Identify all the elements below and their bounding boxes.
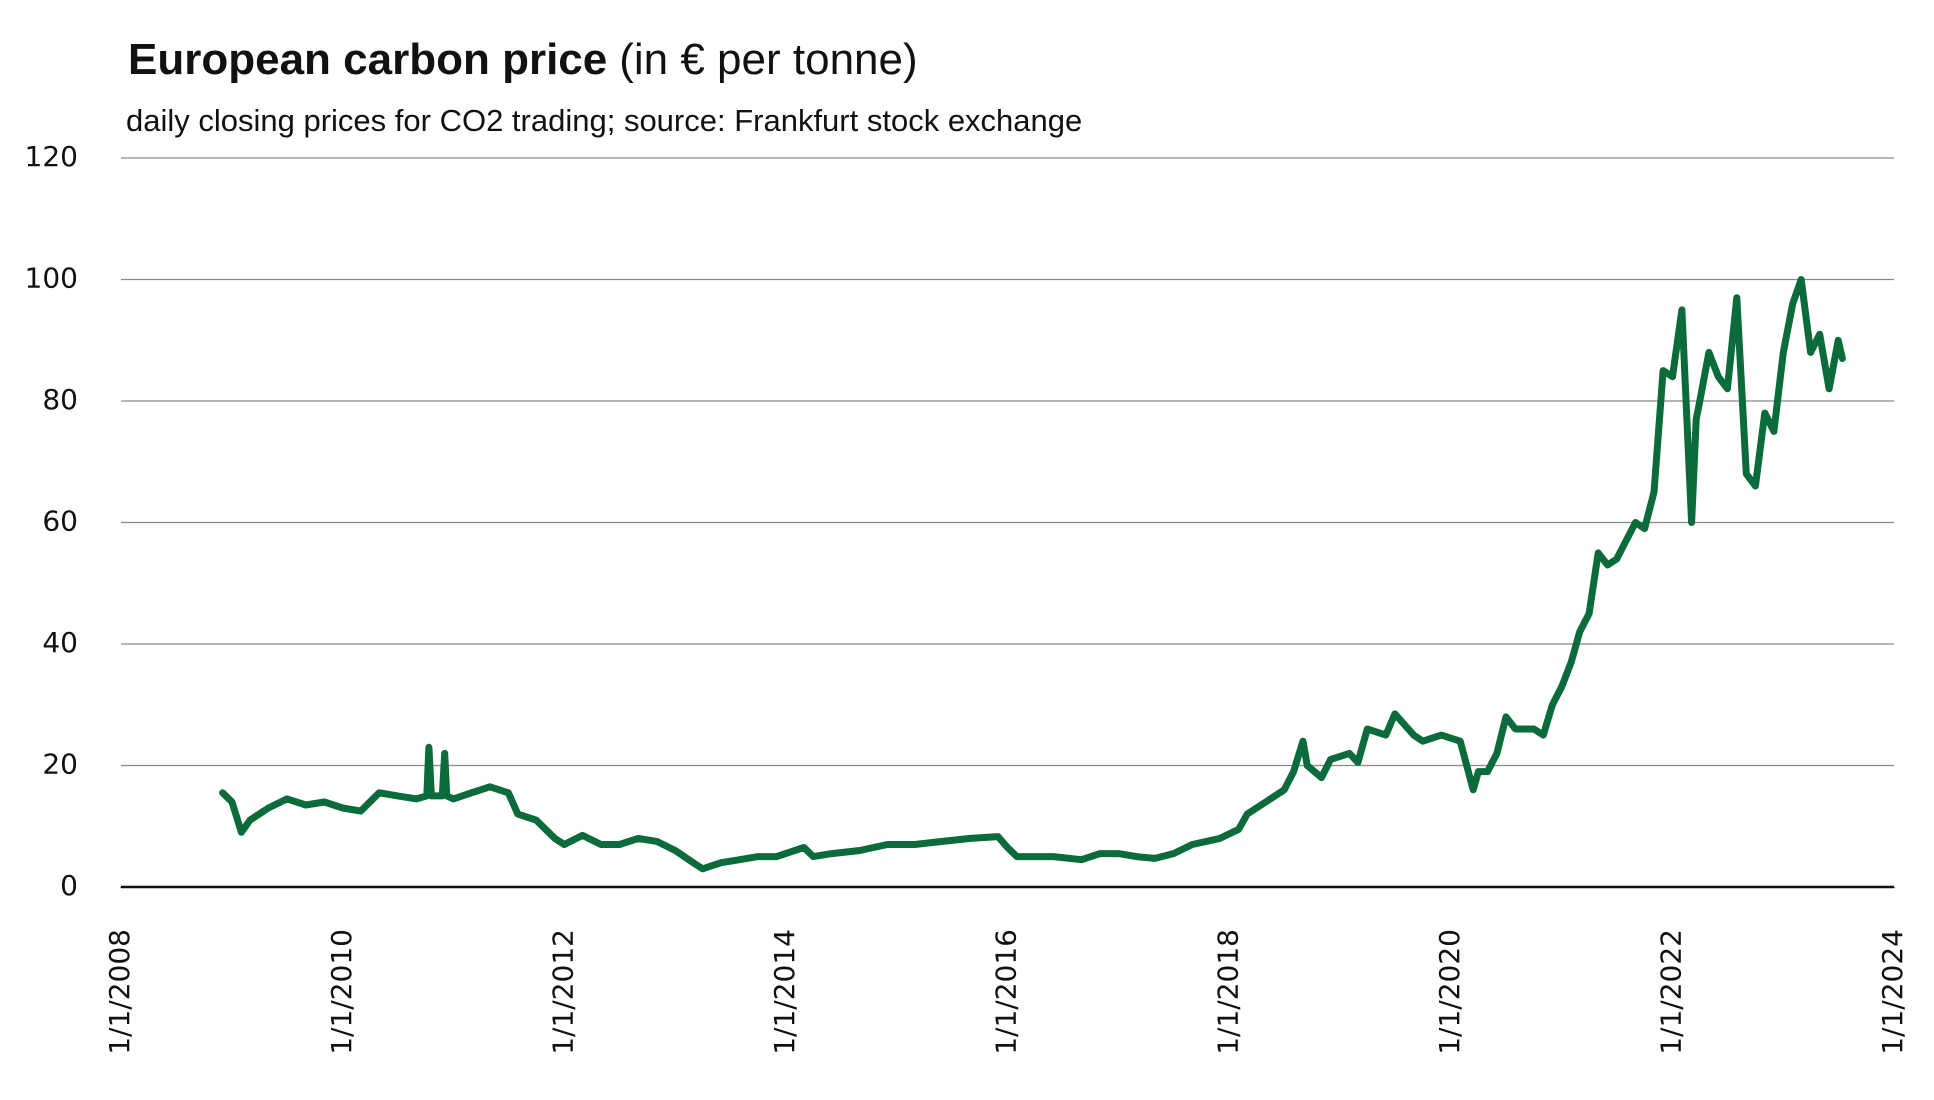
x-tick-label: 1/1/2020 [1433, 929, 1466, 1055]
x-tick-label: 1/1/2008 [103, 929, 136, 1055]
y-tick-label: 60 [42, 505, 78, 538]
chart-subtitle: daily closing prices for CO2 trading; so… [126, 103, 1082, 138]
price-line [219, 276, 1846, 873]
x-tick-label: 1/1/2022 [1655, 929, 1688, 1055]
y-tick-label: 0 [60, 869, 78, 902]
x-tick-label: 1/1/2024 [1876, 929, 1909, 1055]
x-tick-label: 1/1/2018 [1211, 929, 1244, 1055]
x-tick-label: 1/1/2016 [990, 929, 1023, 1055]
title-unit: (in € per tonne) [619, 35, 917, 84]
y-tick-label: 80 [42, 383, 78, 416]
y-tick-label: 120 [25, 140, 78, 173]
x-tick-label: 1/1/2014 [768, 929, 801, 1055]
chart-title: European carbon price (in € per tonne) [128, 35, 918, 84]
y-tick-label: 40 [42, 626, 78, 659]
title-main: European carbon price [128, 35, 607, 84]
x-tick-label: 1/1/2012 [546, 929, 579, 1055]
y-tick-label: 20 [42, 748, 78, 781]
y-tick-label: 100 [25, 262, 78, 295]
x-tick-label: 1/1/2010 [325, 929, 358, 1055]
